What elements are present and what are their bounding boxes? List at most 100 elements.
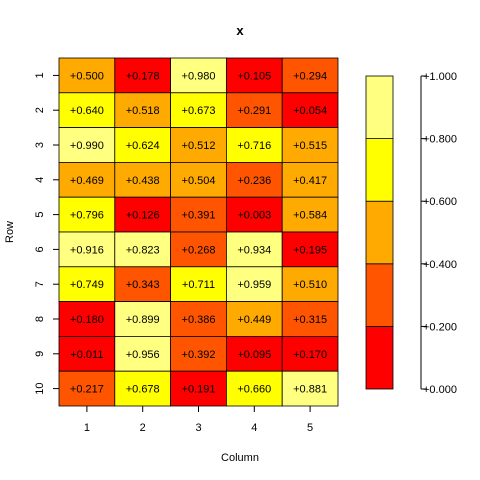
heatmap-cell (114, 301, 172, 337)
heatmap-cell (281, 161, 339, 198)
cell-label: +0.711 (182, 279, 215, 291)
cell-label: +0.716 (237, 140, 271, 152)
cell-label: +0.500 (70, 70, 104, 82)
x-tick-label: 1 (84, 422, 90, 434)
cell-label: +0.095 (237, 349, 271, 361)
cell-label: +0.980 (182, 70, 216, 82)
heatmap-cell (58, 57, 116, 94)
y-tick-label: 3 (34, 142, 46, 148)
heatmap-cell (170, 92, 227, 129)
cell-label: +0.640 (70, 105, 104, 117)
cell-label: +0.934 (237, 244, 271, 256)
cell-label: +0.504 (182, 175, 216, 187)
heatmap-cell (114, 57, 172, 94)
cell-label: +0.315 (293, 314, 327, 326)
y-tick-label: 10 (34, 382, 46, 394)
cell-label: +0.386 (182, 314, 216, 326)
legend-color-band (365, 138, 394, 202)
cell-label: +0.294 (293, 70, 327, 82)
heatmap-cell (114, 161, 172, 198)
y-axis: 1 2 3 4 5 6 7 8 9 10 (34, 72, 59, 395)
cell-label: +0.438 (126, 175, 160, 187)
cell-label: +0.343 (126, 279, 160, 291)
chart-title: x (236, 23, 244, 38)
cell-label: +0.990 (70, 140, 104, 152)
color-legend (365, 75, 394, 390)
cell-label: +0.054 (293, 105, 327, 117)
heatmap-cell (170, 196, 227, 233)
cell-label: +0.391 (182, 210, 216, 222)
cell-label: +0.011 (70, 349, 103, 361)
cell-label: +0.268 (182, 244, 216, 256)
legend-color-band (365, 200, 394, 265)
x-axis: 1 2 3 4 5 (84, 406, 313, 434)
cell-label: +0.916 (70, 244, 104, 256)
legend-tick-label: +0.200 (423, 321, 457, 333)
heatmap-cell (170, 370, 227, 407)
heatmap-cell (225, 370, 283, 407)
cell-label: +0.417 (293, 175, 327, 187)
heatmap-cell (170, 335, 227, 372)
cell-label: +0.126 (126, 210, 160, 222)
heatmap-cell (225, 161, 283, 198)
heatmap-cell (281, 370, 339, 407)
cell-label: +0.178 (126, 70, 160, 82)
legend-axis: +0.000 +0.200 +0.400 +0.600 +0.800 +1.000 (420, 71, 457, 396)
cell-label: +0.217 (70, 384, 104, 396)
cell-label: +0.796 (70, 210, 104, 222)
cell-label: +0.584 (293, 210, 327, 222)
legend-tick-label: +0.000 (423, 384, 457, 396)
heatmap-cell (281, 231, 339, 268)
y-tick-label: 4 (34, 177, 46, 183)
cell-label: +0.003 (237, 210, 271, 222)
y-tick-label: 7 (34, 281, 46, 287)
y-tick-label: 6 (34, 246, 46, 252)
y-tick-label: 1 (34, 72, 46, 78)
cell-label: +0.510 (293, 279, 327, 291)
y-tick-label: 5 (34, 212, 46, 218)
cell-label: +0.105 (237, 70, 271, 82)
heatmap-cell (170, 161, 227, 198)
cell-label: +0.291 (237, 105, 271, 117)
cell-label: +0.956 (126, 349, 160, 361)
heatmap-cell (281, 301, 339, 337)
heatmap-cell (170, 57, 227, 94)
y-tick-label: 2 (34, 107, 46, 113)
cell-label: +0.469 (70, 175, 104, 187)
cell-label: +0.236 (237, 175, 271, 187)
x-tick-label: 2 (140, 422, 146, 434)
y-axis-label: Row (4, 221, 16, 243)
legend-tick-label: +1.000 (423, 71, 457, 83)
heatmap-cell (114, 370, 172, 407)
cell-label: +0.191 (182, 384, 216, 396)
cell-label: +0.624 (126, 140, 160, 152)
cell-label: +0.959 (237, 279, 271, 291)
cell-label: +0.512 (182, 140, 216, 152)
cell-label: +0.899 (126, 314, 160, 326)
cell-label: +0.170 (293, 349, 327, 361)
heatmap-cell (114, 335, 172, 372)
cell-label: +0.678 (126, 384, 160, 396)
heatmap-cell (281, 335, 339, 372)
cell-label: +0.449 (237, 314, 271, 326)
cell-label: +0.881 (293, 384, 327, 396)
cell-label: +0.195 (293, 244, 327, 256)
heatmap-cell (114, 196, 172, 233)
heatmap-cell (58, 370, 116, 407)
heatmap-cell (58, 196, 116, 233)
cell-label: +0.518 (126, 105, 160, 117)
heatmap-cell (281, 92, 339, 129)
legend-tick-label: +0.600 (423, 196, 457, 208)
heatmap-cell (225, 127, 283, 163)
heatmap-cell (58, 266, 116, 302)
heatmap-cell (170, 231, 227, 268)
cell-label: +0.392 (182, 349, 216, 361)
y-tick-label: 9 (34, 351, 46, 357)
x-axis-label: Column (221, 452, 259, 464)
heatmap-cell (114, 127, 172, 163)
x-tick-label: 5 (307, 422, 313, 434)
heatmap-cell (114, 231, 172, 268)
legend-tick-label: +0.400 (423, 259, 457, 271)
legend-color-band (365, 75, 394, 139)
